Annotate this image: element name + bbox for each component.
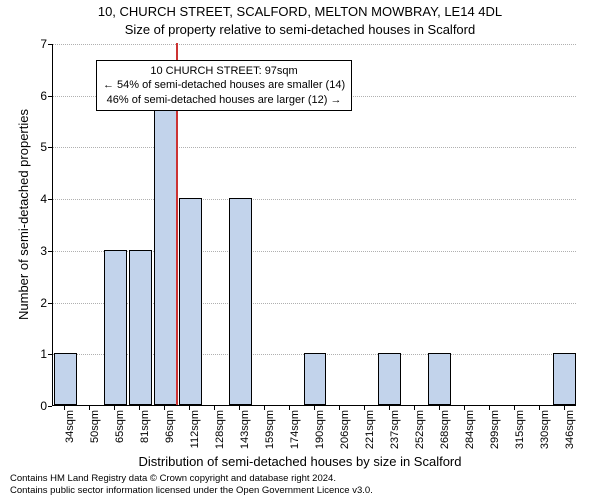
y-tick-mark [48,96,52,97]
y-tick-label: 3 [7,244,47,258]
histogram-bar [378,353,401,405]
y-tick-label: 2 [7,296,47,310]
x-tick-label: 284sqm [464,410,476,458]
x-tick-label: 50sqm [89,410,101,458]
x-tick-label: 81sqm [139,410,151,458]
y-tick-label: 4 [7,192,47,206]
y-tick-mark [48,303,52,304]
x-tick-label: 346sqm [564,410,576,458]
histogram-bar [304,353,327,405]
annotation-line-2: ← 54% of semi-detached houses are smalle… [103,78,345,92]
grid-line [53,147,576,148]
footer-text: Contains HM Land Registry data © Crown c… [10,473,373,496]
y-tick-mark [48,199,52,200]
chart-title-sub: Size of property relative to semi-detach… [0,22,600,37]
histogram-bar [104,250,127,405]
chart-title-main: 10, CHURCH STREET, SCALFORD, MELTON MOWB… [0,4,600,19]
histogram-bar [154,95,177,405]
x-tick-label: 34sqm [64,410,76,458]
annotation-line-1: 10 CHURCH STREET: 97sqm [103,64,345,78]
histogram-bar [129,250,152,405]
y-tick-mark [48,147,52,148]
footer-line-1: Contains HM Land Registry data © Crown c… [10,473,373,484]
x-tick-label: 174sqm [289,410,301,458]
y-tick-label: 7 [7,37,47,51]
histogram-bar [54,353,77,405]
histogram-bar [428,353,451,405]
x-tick-label: 330sqm [539,410,551,458]
y-tick-mark [48,354,52,355]
annotation-box: 10 CHURCH STREET: 97sqm ← 54% of semi-de… [96,60,352,111]
y-tick-label: 5 [7,140,47,154]
annotation-line-3: 46% of semi-detached houses are larger (… [103,93,345,107]
x-tick-label: 237sqm [389,410,401,458]
y-tick-label: 6 [7,89,47,103]
footer-line-2: Contains public sector information licen… [10,485,373,496]
x-tick-label: 206sqm [339,410,351,458]
x-tick-label: 299sqm [489,410,501,458]
grid-line [53,199,576,200]
x-tick-label: 159sqm [264,410,276,458]
x-tick-label: 268sqm [439,410,451,458]
y-tick-label: 0 [7,399,47,413]
x-tick-label: 315sqm [514,410,526,458]
x-tick-label: 128sqm [214,410,226,458]
y-tick-mark [48,44,52,45]
y-tick-mark [48,251,52,252]
x-tick-label: 190sqm [314,410,326,458]
x-tick-label: 65sqm [114,410,126,458]
histogram-bar [553,353,576,405]
histogram-bar [179,198,202,405]
chart-container: 10, CHURCH STREET, SCALFORD, MELTON MOWB… [0,0,600,500]
x-tick-label: 143sqm [239,410,251,458]
grid-line [53,44,576,45]
histogram-bar [229,198,252,405]
x-tick-label: 221sqm [364,410,376,458]
y-tick-mark [48,406,52,407]
x-tick-label: 252sqm [414,410,426,458]
y-tick-label: 1 [7,347,47,361]
x-tick-label: 96sqm [164,410,176,458]
x-tick-label: 112sqm [189,410,201,458]
